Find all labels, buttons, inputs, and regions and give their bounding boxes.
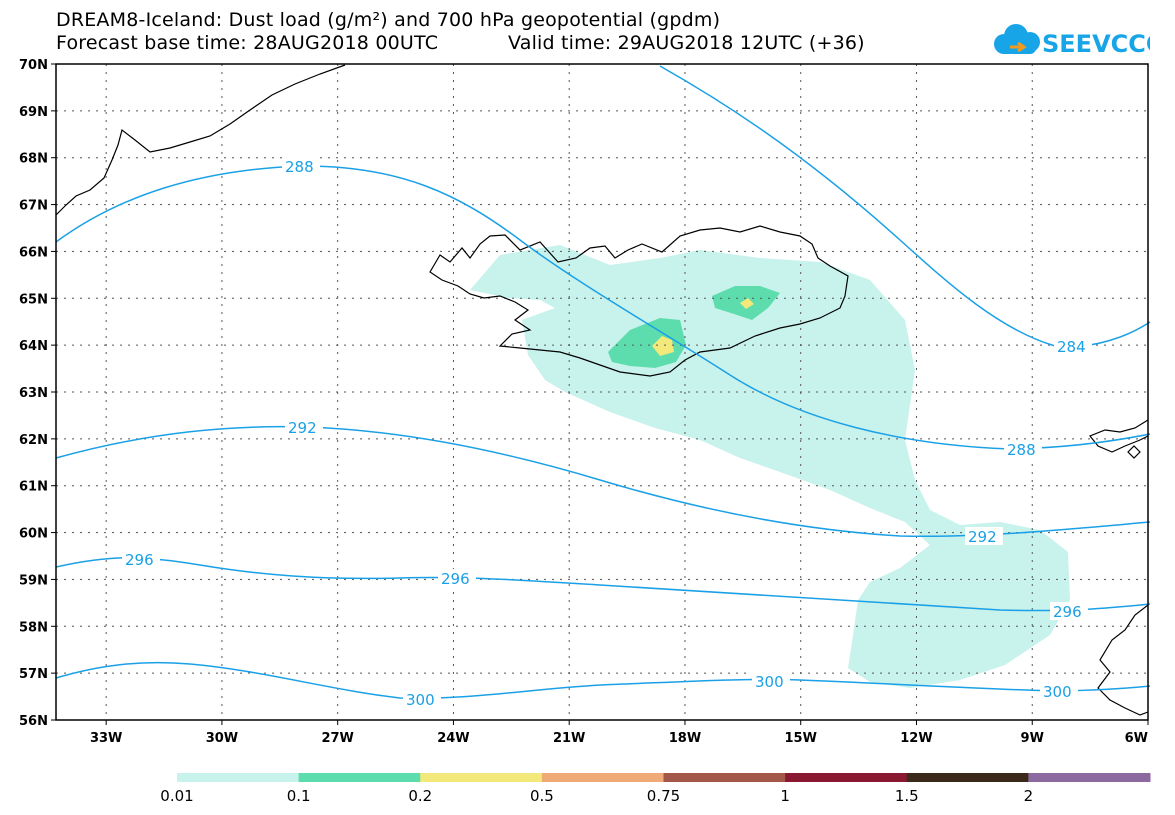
logo-text: SEEVCCC [1042, 30, 1150, 58]
colorbar-segment [420, 773, 543, 782]
latitude-labels: 70N 69N 68N 67N 66N 65N 64N 63N 62N 61N 60N 59N 58N 5… [19, 58, 56, 729]
coastline-iceland [429, 225, 849, 377]
forecast-base-time: Forecast base time: 28AUG2018 00UTC [56, 32, 439, 54]
colorbar-label: 2 [1024, 787, 1034, 805]
latitude-label: 57N [19, 667, 48, 682]
colorbar-segment [906, 773, 1029, 782]
colorbar-label: 1 [780, 787, 790, 805]
colorbar-label: 0.1 [287, 787, 311, 805]
contour-label: 288 [1007, 441, 1036, 459]
contour-label: 300 [1043, 683, 1072, 701]
graticule [56, 64, 1148, 720]
colorbar-segment [785, 773, 908, 782]
contour-label: 296 [1053, 603, 1082, 621]
colorbar-segment [298, 773, 421, 782]
longitude-label: 9W [1021, 731, 1044, 746]
longitude-labels: 33W 30W 27W 24W 21W 18W 15W 12W 9W 6W [90, 720, 1149, 746]
coastlines [55, 64, 1149, 716]
latitude-label: 70N [19, 58, 48, 73]
longitude-label: 12W [900, 731, 932, 746]
contour-296 [55, 556, 1151, 612]
coastline-faroes [1127, 445, 1141, 459]
map-title: DREAM8-Iceland: Dust load (g/m²) and 700… [56, 9, 721, 31]
latitude-label: 69N [19, 105, 48, 120]
colorbar-segment [177, 773, 300, 782]
longitude-label: 27W [321, 731, 353, 746]
dust-area-mid-west [608, 318, 686, 368]
coastline-hebrides [1097, 604, 1149, 716]
colorbar-label: 0.01 [160, 787, 193, 805]
contour-label: 288 [285, 158, 314, 176]
colorbar-segment [663, 773, 786, 782]
contour-284 [659, 65, 1151, 348]
latitude-label: 60N [19, 527, 48, 542]
contour-label: 284 [1057, 338, 1086, 356]
longitude-label: 30W [206, 731, 238, 746]
latitude-label: 65N [19, 292, 48, 307]
valid-time: Valid time: 29AUG2018 12UTC (+36) [508, 32, 865, 54]
longitude-label: 24W [437, 731, 469, 746]
latitude-label: 56N [19, 714, 48, 729]
longitude-label: 21W [553, 731, 585, 746]
longitude-label: 15W [785, 731, 817, 746]
contour-label: 300 [755, 673, 784, 691]
latitude-label: 64N [19, 339, 48, 354]
colorbar-segment [1028, 773, 1151, 782]
longitude-label: 33W [90, 731, 122, 746]
latitude-label: 63N [19, 386, 48, 401]
dust-load-shading [470, 245, 1070, 688]
longitude-label: 18W [669, 731, 701, 746]
latitude-label: 66N [19, 245, 48, 260]
latitude-label: 67N [19, 199, 48, 214]
contour-label: 292 [968, 528, 997, 546]
contour-label: 296 [125, 551, 154, 569]
colorbar: 0.01 0.1 0.2 0.5 0.75 1 1.5 2 [160, 773, 1151, 805]
contour-label: 296 [441, 570, 470, 588]
colorbar-label: 0.2 [408, 787, 432, 805]
contour-labels: 288 284 288 292 292 296 296 296 300 300 … [122, 157, 1092, 709]
seevccc-logo: SEEVCCC [994, 24, 1150, 58]
contour-label: 292 [288, 419, 317, 437]
dust-area-high-west [652, 336, 674, 356]
cloud-icon [994, 24, 1040, 54]
latitude-label: 61N [19, 480, 48, 495]
contour-292 [55, 425, 1151, 538]
dust-area-low [470, 245, 1070, 688]
coastline-scotland [1089, 419, 1149, 453]
latitude-label: 58N [19, 620, 48, 635]
colorbar-label: 0.75 [647, 787, 680, 805]
dust-area-high-east [740, 298, 754, 309]
coastline-greenland [55, 64, 346, 216]
contour-300 [55, 661, 1151, 699]
latitude-label: 62N [19, 433, 48, 448]
latitude-label: 59N [19, 573, 48, 588]
longitude-label: 6W [1125, 731, 1148, 746]
contour-label: 300 [406, 691, 435, 709]
colorbar-label: 1.5 [895, 787, 919, 805]
latitude-label: 68N [19, 152, 48, 167]
colorbar-label: 0.5 [530, 787, 554, 805]
colorbar-segment [541, 773, 664, 782]
